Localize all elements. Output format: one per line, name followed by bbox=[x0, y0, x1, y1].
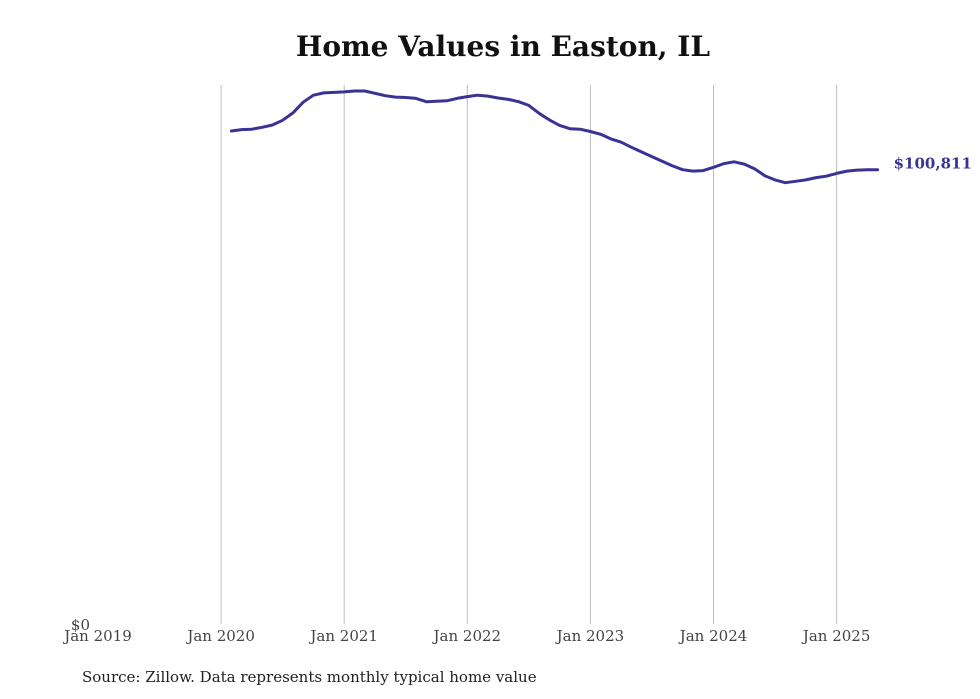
x-tick-label: Jan 2025 bbox=[801, 627, 871, 645]
last-value-label: $100,811 bbox=[894, 155, 972, 173]
x-tick-label: Jan 2024 bbox=[678, 627, 748, 645]
gridlines bbox=[220, 85, 838, 624]
x-tick-label: Jan 2021 bbox=[308, 627, 378, 645]
tick-labels: Jan 2019 Jan 2020 Jan 2021 Jan 2022 Jan 2023… bbox=[62, 155, 972, 645]
x-tick-label: Jan 2022 bbox=[432, 627, 502, 645]
x-tick-label: Jan 2019 bbox=[62, 627, 132, 645]
x-tick-label: Jan 2023 bbox=[555, 627, 625, 645]
chart-title: Home Values in Easton, IL bbox=[295, 30, 711, 63]
x-tick-label: Jan 2020 bbox=[185, 627, 255, 645]
series-line bbox=[229, 89, 880, 185]
source-note: Source: Zillow. Data represents monthly … bbox=[82, 668, 537, 686]
series-layer bbox=[229, 89, 880, 185]
y-tick-label: $0 bbox=[71, 616, 90, 634]
